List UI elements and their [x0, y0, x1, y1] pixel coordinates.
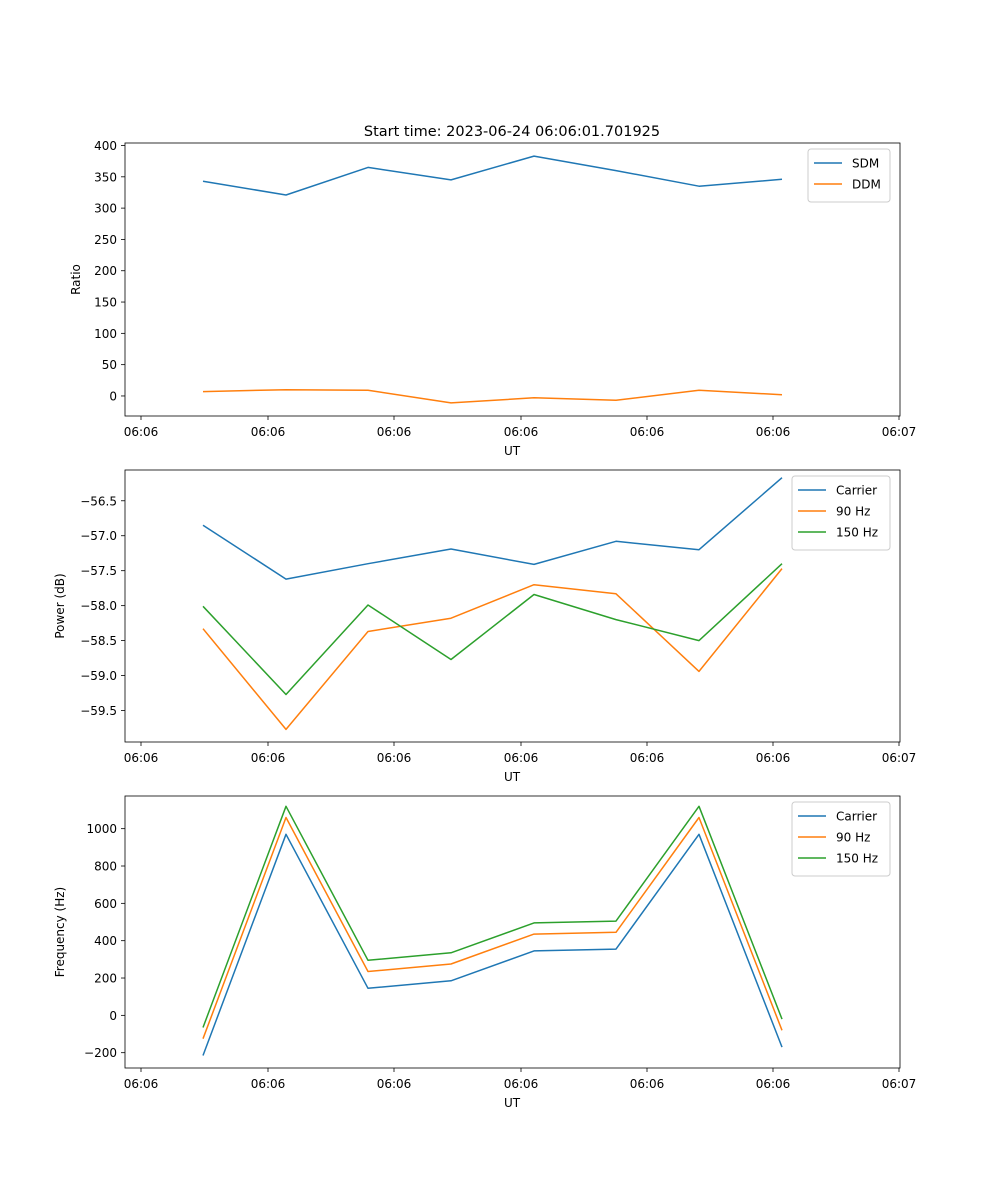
y-tick-label: −56.5 — [80, 494, 117, 508]
legend-label: DDM — [852, 178, 881, 192]
x-tick-label: 06:06 — [630, 1077, 665, 1091]
x-tick-label: 06:06 — [124, 1077, 159, 1091]
y-tick-label: 0 — [109, 1009, 117, 1023]
y-tick-label: −58.0 — [80, 599, 117, 613]
y-tick-label: −200 — [84, 1046, 117, 1060]
legend-label: SDM — [852, 157, 879, 171]
axes-frame — [124, 795, 901, 1069]
y-tick-label: −58.5 — [80, 634, 117, 648]
y-tick-label: 400 — [94, 934, 117, 948]
legend: SDM DDM — [807, 148, 891, 203]
frequency-panel: 06:06 06:06 06:06 06:06 06:06 06:06 06:07 −200 0… — [53, 795, 917, 1110]
x-tick-label: 06:06 — [504, 1077, 539, 1091]
x-axis-label: UT — [504, 1096, 521, 1110]
axes-frame — [124, 142, 901, 417]
x-tick-label: 06:07 — [882, 425, 917, 439]
y-tick-label: −59.5 — [80, 704, 117, 718]
y-tick-label: 150 — [94, 296, 117, 310]
legend-label: 90 Hz — [836, 831, 870, 845]
y-tick-label: 0 — [109, 389, 117, 403]
figure-title: Start time: 2023-06-24 06:06:01.701925 — [364, 124, 660, 140]
legend: Carrier 90 Hz 150 Hz — [791, 475, 891, 551]
ratio-panel: 06:06 06:06 06:06 06:06 06:06 06:06 06:07 0 50 10… — [69, 139, 916, 458]
y-axis-label: Ratio — [69, 264, 83, 295]
series-line-sdm — [202, 155, 783, 196]
y-tick-label: −59.0 — [80, 669, 117, 683]
series-line-150-hz — [202, 805, 783, 1028]
legend-label: Carrier — [836, 484, 877, 498]
x-tick-label: 06:06 — [377, 1077, 412, 1091]
x-tick-label: 06:06 — [251, 425, 286, 439]
series-line-90-hz — [202, 816, 783, 1039]
power-panel: 06:06 06:06 06:06 06:06 06:06 06:06 06:07 −59.5… — [53, 469, 917, 784]
x-tick-label: 06:06 — [124, 425, 159, 439]
y-tick-label: −57.0 — [80, 529, 117, 543]
x-tick-label: 06:06 — [630, 751, 665, 765]
series-line-90-hz — [202, 568, 783, 731]
x-tick-label: 06:06 — [251, 751, 286, 765]
series-line-ddm — [202, 388, 783, 404]
x-axis-label: UT — [504, 444, 521, 458]
x-tick-label: 06:07 — [882, 1077, 917, 1091]
axes-frame — [124, 469, 901, 743]
y-tick-label: 600 — [94, 897, 117, 911]
x-tick-label: 06:06 — [504, 751, 539, 765]
y-tick-label: 50 — [102, 358, 117, 372]
x-tick-label: 06:06 — [756, 751, 791, 765]
y-tick-label: 100 — [94, 327, 117, 341]
legend-label: 150 Hz — [836, 526, 878, 540]
x-tick-label: 06:06 — [504, 425, 539, 439]
legend-label: Carrier — [836, 810, 877, 824]
y-tick-label: 200 — [94, 972, 117, 986]
legend: Carrier 90 Hz 150 Hz — [791, 801, 891, 877]
y-tick-label: 1000 — [86, 822, 117, 836]
series-line-carrier — [202, 833, 783, 1056]
x-tick-label: 06:07 — [882, 751, 917, 765]
series-line-carrier — [202, 477, 783, 580]
x-tick-label: 06:06 — [377, 751, 412, 765]
legend-label: 150 Hz — [836, 852, 878, 866]
y-tick-label: 250 — [94, 233, 117, 247]
x-tick-label: 06:06 — [756, 425, 791, 439]
y-tick-label: 800 — [94, 860, 117, 874]
x-tick-label: 06:06 — [630, 425, 665, 439]
y-tick-label: 400 — [94, 139, 117, 153]
legend-label: 90 Hz — [836, 505, 870, 519]
x-tick-label: 06:06 — [377, 425, 412, 439]
y-axis-label: Power (dB) — [53, 573, 67, 638]
y-tick-label: 350 — [94, 170, 117, 184]
series-line-150-hz — [202, 563, 783, 696]
y-tick-label: −57.5 — [80, 564, 117, 578]
x-tick-label: 06:06 — [251, 1077, 286, 1091]
x-tick-label: 06:06 — [124, 751, 159, 765]
y-tick-label: 300 — [94, 202, 117, 216]
x-tick-label: 06:06 — [756, 1077, 791, 1091]
x-axis-label: UT — [504, 770, 521, 784]
y-axis-label: Frequency (Hz) — [53, 887, 67, 978]
y-tick-label: 200 — [94, 264, 117, 278]
